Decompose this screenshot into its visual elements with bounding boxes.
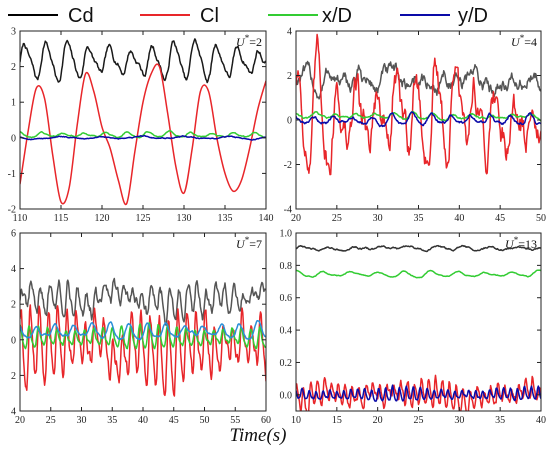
series-group [296,33,541,176]
x-axis-title: Time(s) [230,425,287,446]
x-tick-label: 60 [261,415,271,426]
x-tick-label: 140 [259,213,274,224]
chart-panel-2: 20 25 30 35 40 45 50 -4 -2 0 2 4 U*=4 [284,27,546,225]
y-tick-label: -4 [284,205,292,216]
series-line-cl [20,304,266,397]
y-tick-label: 0.6 [280,293,293,304]
panel-annotation: U*=2 [236,33,262,49]
y-tick-label: 0 [11,133,16,144]
y-tick-label: 6 [11,229,16,240]
x-tick-label: 40 [536,415,546,426]
x-tick-label: 10 [291,415,301,426]
series-line-cd [20,38,266,84]
y-tick-label: 4 [287,27,292,38]
y-tick-label: 4 [11,407,16,418]
y-tick-label: -2 [8,205,16,216]
x-tick-label: 130 [177,213,192,224]
x-tick-label: 25 [414,415,424,426]
x-tick-label: 30 [373,213,383,224]
x-tick-label: 20 [373,415,383,426]
y-tick-label: -1 [8,169,16,180]
y-tick-label: -2 [284,160,292,171]
series-line-yd [20,319,266,341]
y-tick-label: 3 [11,27,16,38]
legend-label-cl: Cl [200,5,219,27]
legend-label-yd: y/D [458,5,488,27]
y-tick-label: 1 [11,98,16,109]
series-line-yd [20,134,266,141]
panel-annotation: U*=13 [505,235,537,251]
legend: Cd Cl x/D y/D [8,5,488,27]
series-line-yd [296,111,541,128]
x-tick-label: 35 [495,415,505,426]
legend-label-xd: x/D [322,5,352,27]
series-line-cl [296,33,541,176]
panel-annotation: U*=4 [511,33,537,49]
y-tick-label: 0.0 [280,390,293,401]
chart-panel-1: 110 115 120 125 130 135 140 -2 -1 0 1 2 3 U*=2 [8,27,274,225]
y-tick-label: 0.8 [280,261,293,272]
series-line-cd [20,277,266,326]
series-line-yd [296,384,541,402]
y-tick-label: 0 [11,335,16,346]
series-group [20,38,266,206]
series-line-xd [296,269,541,279]
x-tick-label: 50 [200,415,210,426]
x-tick-label: 135 [218,213,233,224]
x-tick-label: 110 [13,213,28,224]
series-group [296,244,541,411]
x-tick-label: 35 [107,415,117,426]
series-line-cl [20,63,266,206]
x-tick-label: 20 [291,213,301,224]
series-line-cd [296,244,541,253]
y-tick-label: 2 [11,62,16,73]
series-group [20,277,266,397]
x-tick-label: 40 [454,213,464,224]
y-tick-label: 0 [287,116,292,127]
y-tick-label: 0.2 [280,358,293,369]
panel-annotation: U*=7 [236,235,262,251]
x-tick-label: 25 [332,213,342,224]
x-tick-label: 120 [95,213,110,224]
x-tick-label: 20 [15,415,25,426]
x-tick-label: 35 [414,213,424,224]
series-line-xd [20,321,266,350]
x-tick-label: 55 [230,415,240,426]
y-tick-label: 2 [11,371,16,382]
y-tick-label: 1.0 [280,229,293,240]
x-tick-label: 25 [46,415,56,426]
x-tick-label: 30 [77,415,87,426]
plot-frame [295,232,542,412]
y-tick-label: 2 [287,71,292,82]
x-tick-label: 30 [454,415,464,426]
plot-frame [295,30,542,210]
x-tick-label: 45 [495,213,505,224]
series-line-xd [296,110,541,122]
y-tick-label: 0.4 [280,326,293,337]
x-tick-label: 15 [332,415,342,426]
x-tick-label: 115 [54,213,69,224]
x-tick-label: 45 [169,415,179,426]
x-tick-label: 40 [138,415,148,426]
series-line-cl [296,374,541,411]
y-tick-label: 4 [11,264,16,275]
y-tick-label: 2 [11,300,16,311]
x-tick-label: 50 [536,213,546,224]
chart-panel-4: 10 15 20 25 30 35 40 0.0 0.2 0.4 0.6 0.8 1.0 U*=13 [280,229,547,427]
legend-label-cd: Cd [68,5,94,27]
x-tick-label: 125 [136,213,151,224]
